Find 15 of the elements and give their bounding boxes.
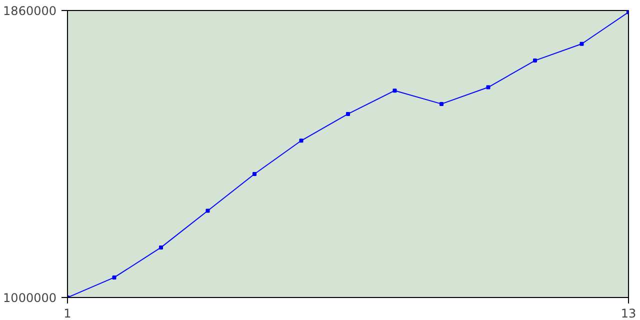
point [486, 85, 490, 90]
x-tick-label: 13 [620, 306, 636, 320]
y-tick-label: 1860000 [3, 4, 57, 18]
point [299, 138, 304, 143]
point [346, 112, 350, 116]
point [440, 102, 444, 106]
point [392, 88, 397, 93]
x-tick-label: 1 [64, 306, 72, 320]
point [252, 172, 256, 176]
point [533, 58, 537, 63]
point [206, 208, 210, 213]
y-tick-label: 1000000 [3, 291, 57, 305]
point [580, 42, 584, 46]
point [112, 275, 116, 280]
point [159, 245, 163, 250]
